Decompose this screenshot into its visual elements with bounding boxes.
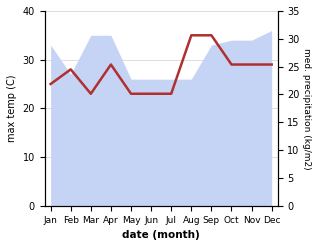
Y-axis label: max temp (C): max temp (C) xyxy=(7,75,17,142)
X-axis label: date (month): date (month) xyxy=(122,230,200,240)
Y-axis label: med. precipitation (kg/m2): med. precipitation (kg/m2) xyxy=(302,48,311,169)
